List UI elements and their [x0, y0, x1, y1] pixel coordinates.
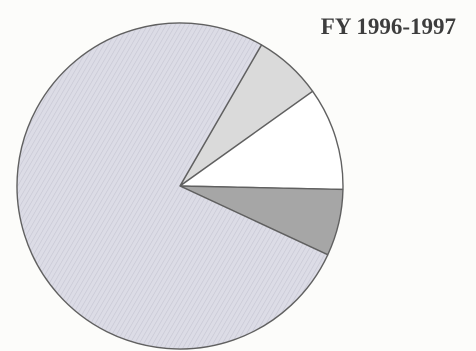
pie-slices [16, 22, 344, 350]
pie-slice-2 [179, 90, 344, 191]
pie-slice-4 [16, 22, 329, 350]
chart-title: FY 1996-1997 [321, 14, 456, 39]
